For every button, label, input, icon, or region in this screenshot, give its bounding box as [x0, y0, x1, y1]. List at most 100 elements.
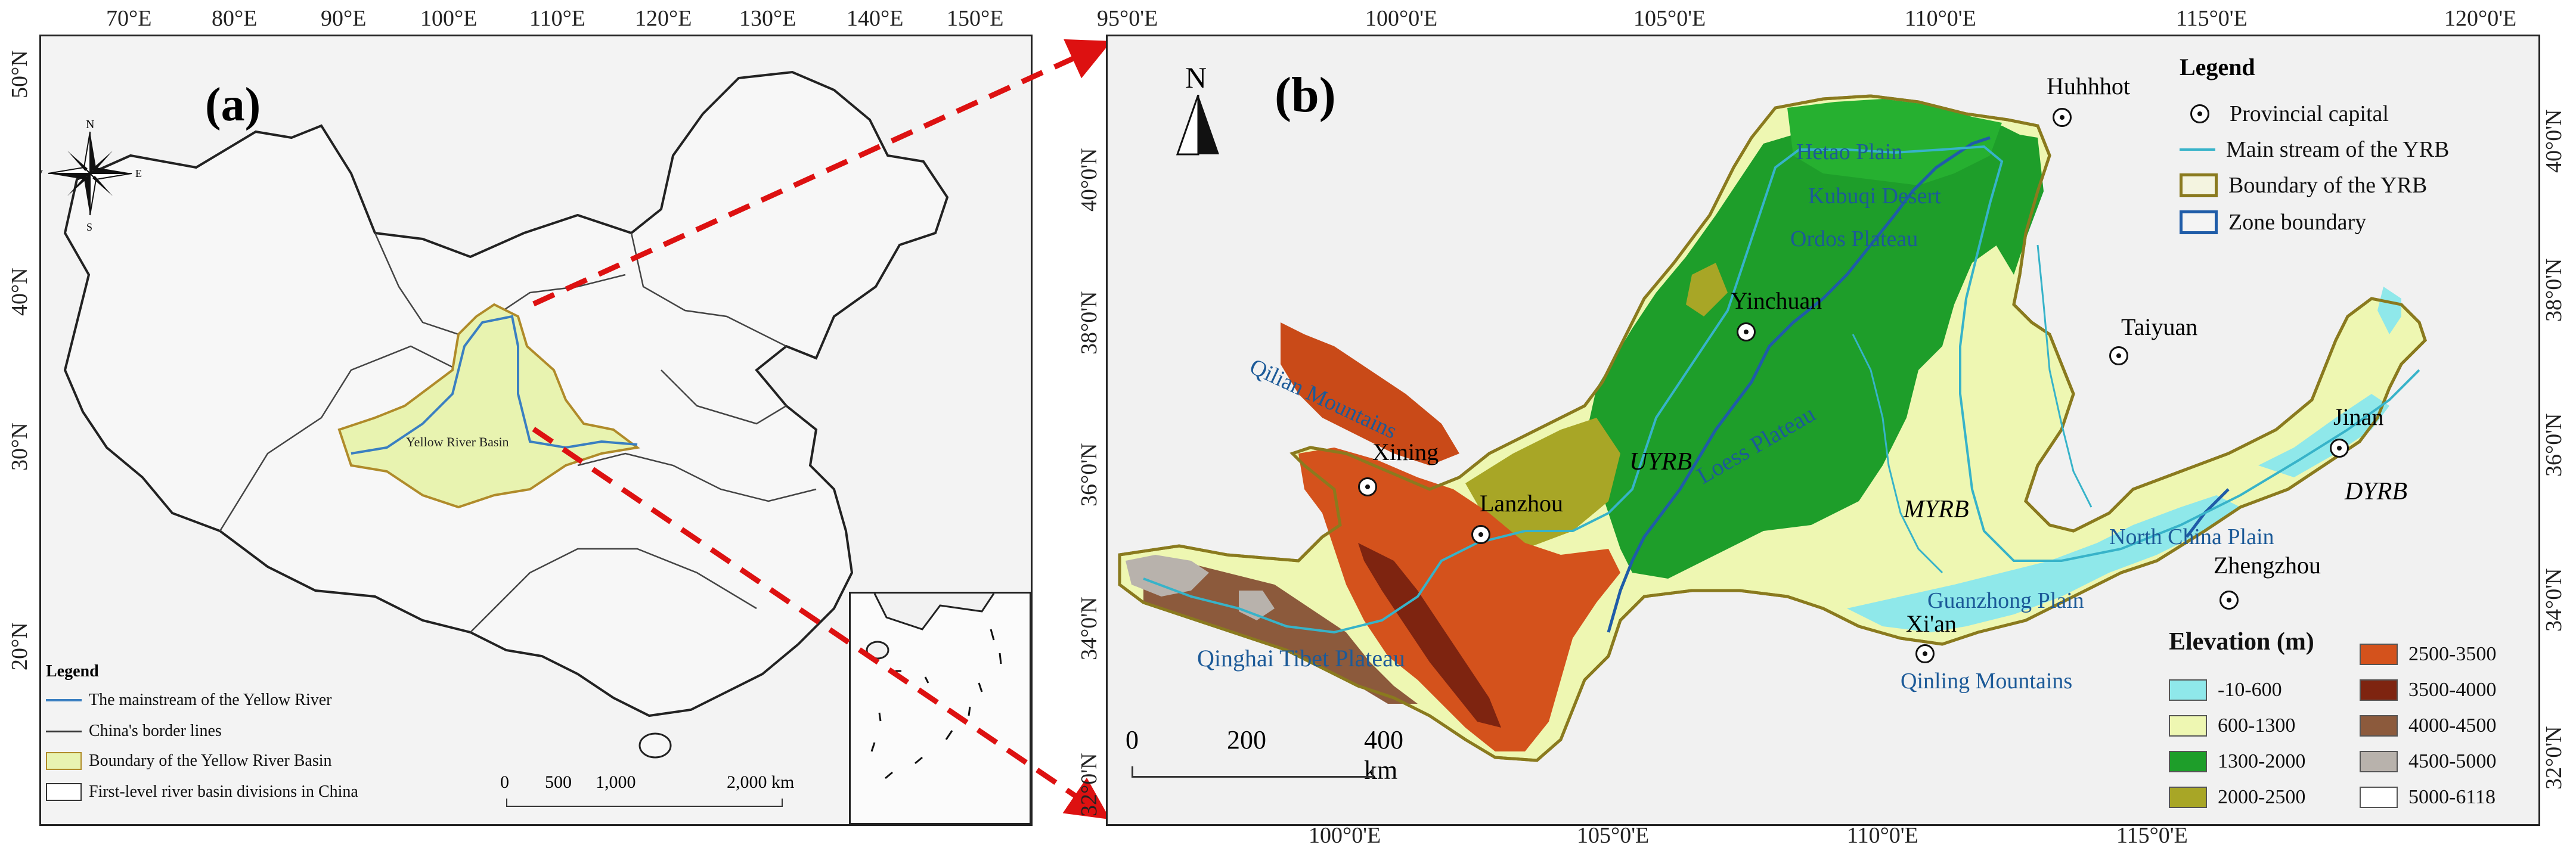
panel-a-scalebar: 0 500 1,000 2,000 km [488, 772, 834, 814]
north-arrow-label: N [1185, 61, 1207, 94]
zone-label-lower: DYRB [2345, 478, 2407, 505]
elev-item: 5000-6118 [2360, 786, 2496, 809]
elevation-legend-title: Elevation (m) [2169, 628, 2314, 656]
b-right-tick: 34°0'N [2541, 568, 2566, 632]
legend-label: First-level river basin divisions in Chi… [89, 782, 358, 801]
b-right-tick: 36°0'N [2541, 413, 2566, 477]
connector-top [532, 39, 1112, 307]
elev-swatch [2360, 715, 2398, 737]
basin-division-line [470, 548, 757, 633]
scale-label: 500 [545, 772, 572, 792]
scale-label: 2,000 km [727, 772, 795, 792]
place-label-qinghai: Qinghai Tibet Plateau [1197, 645, 1405, 672]
b-left-tick: 34°0'N [1077, 597, 1102, 661]
zone-label-middle: MYRB [1904, 496, 1969, 523]
elev-swatch [2169, 679, 2207, 701]
elev-4500-5000 [1126, 555, 1209, 597]
north-arrow: N [1174, 60, 1222, 161]
place-label-kubuqi: Kubuqi Desert [1808, 184, 1941, 209]
a-top-tick: 120°E [635, 6, 692, 31]
city-marker-icon [1915, 644, 1935, 663]
city-label: Huhhhot [2047, 73, 2130, 100]
compass-rose: N S E W [41, 118, 142, 233]
scale-label: 400 km [1364, 725, 1403, 785]
city-marker-icon [2109, 346, 2128, 365]
city-label: Lanzhou [1480, 490, 1563, 517]
scale-label: 1,000 [596, 772, 636, 792]
elev-swatch [2360, 751, 2398, 772]
basin-map-label: Yellow River Basin [406, 434, 509, 449]
city-marker-icon [1358, 477, 1377, 496]
elev-item: 4500-5000 [2360, 750, 2496, 773]
border-line-swatch [46, 730, 82, 732]
north-arrow-icon [1176, 95, 1219, 156]
scale-bar-line [1132, 766, 1374, 778]
zone-boundary-upper-middle [1607, 136, 1991, 633]
compass-w: W [41, 167, 43, 179]
b-top-tick: 105°0'E [1633, 6, 1706, 31]
elev-neg10-600 [2377, 287, 2401, 334]
basin-fill-swatch [46, 752, 82, 770]
b-left-tick: 40°0'N [1077, 148, 1102, 212]
elev-item: 1300-2000 [2169, 750, 2305, 773]
elev-label: 4500-5000 [2408, 750, 2497, 772]
legend-item-basin: Boundary of the Yellow River Basin [46, 751, 332, 771]
panel-b-label: (b) [1275, 67, 1336, 123]
elev-swatch [2360, 644, 2398, 665]
elev-label: 2000-2500 [2218, 786, 2306, 808]
panel-b-scalebar: 0 200 400 km [1120, 719, 1430, 785]
elev-swatch [2169, 751, 2207, 772]
b-left-tick: 36°0'N [1077, 443, 1102, 507]
legend-item-border: China's border lines [46, 722, 222, 741]
legend-item-capital: Provincial capital [2180, 101, 2389, 127]
b-bottom-tick: 100°0'E [1309, 823, 1381, 848]
city-marker-icon [1737, 322, 1756, 341]
scale-label: 0 [500, 772, 509, 792]
mainstream-line-swatch [2180, 148, 2215, 151]
elev-2000-2500 [1686, 263, 1728, 316]
yellow-river-mainstream [351, 315, 638, 455]
elev-item: -10-600 [2169, 679, 2282, 701]
basin-division-line [661, 369, 787, 425]
legend-label: Boundary of the YRB [2228, 173, 2428, 198]
elev-label: -10-600 [2218, 679, 2282, 701]
city-label: Xi'an [1906, 610, 1957, 637]
yrb-tributary [2036, 244, 2093, 508]
basin-division-line [630, 232, 787, 347]
b-top-tick: 95°0'E [1097, 6, 1158, 31]
compass-s: S [86, 221, 92, 233]
city-marker-icon [2219, 591, 2239, 610]
legend-item-mainstream: Main stream of the YRB [2180, 136, 2449, 163]
legend-item-mainstream: The mainstream of the Yellow River [46, 691, 331, 710]
elev-swatch [2360, 787, 2398, 808]
china-map-svg: Yellow River Basin N S E W [41, 70, 949, 759]
b-top-tick: 110°0'E [1905, 6, 1976, 31]
legend-item-divisions: First-level river basin divisions in Chi… [46, 782, 358, 802]
b-left-tick: 32°0'N [1077, 753, 1102, 817]
legend-label: Main stream of the YRB [2226, 137, 2450, 162]
legend-label: The mainstream of the Yellow River [89, 691, 332, 709]
scale-label: 0 [1126, 725, 1139, 754]
elev-label: 2500-3500 [2408, 643, 2497, 665]
b-right-tick: 40°0'N [2541, 109, 2566, 173]
place-label-hetao: Hetao Plain [1796, 139, 1903, 164]
mainstream-line-swatch [46, 699, 82, 701]
yrb-tributary [1852, 334, 1943, 574]
city-label: Taiyuan [2121, 313, 2198, 340]
elev-swatch [2169, 787, 2207, 808]
elev-2500-3500 [1298, 448, 1620, 751]
basin-map-svg [1118, 94, 2427, 762]
elevation-legend: Elevation (m) -10-600 600-1300 1300-2000… [2151, 614, 2538, 824]
b-top-tick: 120°0'E [2444, 6, 2517, 31]
elev-1300-2000 [1585, 120, 2038, 579]
elev-3500-4000 [1358, 543, 1501, 728]
elev-item: 600-1300 [2169, 715, 2295, 737]
elev-2500-3500 [1281, 322, 1459, 465]
connector-bottom [532, 427, 1111, 820]
yrb-boundary-swatch [2180, 173, 2218, 197]
basin-division-line [219, 345, 459, 532]
city-marker-icon [2053, 108, 2072, 127]
legend-title: Legend [46, 662, 99, 681]
legend-item-zone-boundary: Zone boundary [2180, 209, 2366, 235]
